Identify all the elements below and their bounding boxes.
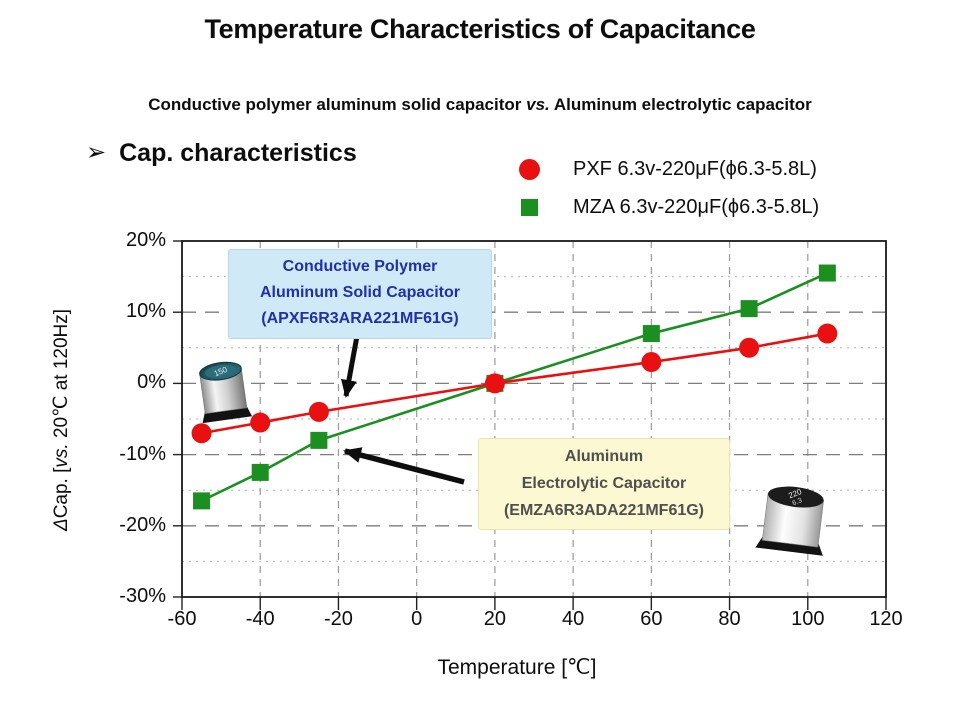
data-point-marker <box>484 373 505 394</box>
data-point-marker <box>251 463 269 481</box>
data-point-marker <box>250 412 271 433</box>
arrow-to-red-line <box>341 335 360 398</box>
data-point-marker <box>193 492 211 510</box>
x-tick-label: -20 <box>323 608 353 630</box>
legend-circle-marker <box>519 159 540 180</box>
subtitle: Conductive polymer aluminum solid capaci… <box>0 95 960 115</box>
data-point-marker <box>818 264 836 282</box>
subtitle-vs: vs. <box>526 95 550 114</box>
annotation-line: Electrolytic Capacitor <box>521 475 687 492</box>
annotation-electrolytic-capacitor: Aluminum Electrolytic Capacitor (EMZA6R3… <box>478 438 730 530</box>
y-axis-delta: Δ <box>51 518 72 532</box>
x-tick-label: 120 <box>869 608 903 630</box>
annotation-line: Conductive Polymer <box>282 258 438 275</box>
svg-text:6.3: 6.3 <box>792 497 804 507</box>
y-tick-label: 20% <box>125 229 166 251</box>
x-tick-label: 80 <box>718 608 741 630</box>
data-point-marker <box>641 352 662 373</box>
annotation-line: (APXF6R3ARA221MF61G) <box>261 310 459 327</box>
y-tick-label: -30% <box>119 585 166 607</box>
x-tick-label: 40 <box>561 608 585 630</box>
annotation-polymer-capacitor: Conductive Polymer Aluminum Solid Capaci… <box>228 249 492 339</box>
y-axis-title: ΔCap. [vs. 20℃ at 120Hz] <box>51 308 72 532</box>
legend-label-mza: MZA 6.3v-220μF(ϕ6.3-5.8L) <box>573 196 820 218</box>
page-title: Temperature Characteristics of Capacitan… <box>204 14 756 44</box>
legend-label-pxf: PXF 6.3v-220μF(ϕ6.3-5.8L) <box>573 158 817 180</box>
data-point-marker <box>817 323 838 344</box>
annotation-line: Aluminum Solid Capacitor <box>259 284 460 301</box>
legend-square-marker <box>521 199 538 216</box>
arrow-bullet-icon: ➢ <box>86 139 107 166</box>
section-label: Cap. characteristics <box>119 139 357 167</box>
annotation-line: (EMZA6R3ADA221MF61G) <box>503 502 705 519</box>
x-tick-label: 0 <box>411 608 423 630</box>
y-tick-label: 0% <box>137 371 166 394</box>
y-tick-label: -20% <box>119 513 166 536</box>
x-tick-label: -40 <box>245 608 275 630</box>
y-tick-label: -10% <box>119 442 166 465</box>
data-point-marker <box>310 431 328 449</box>
arrow-to-green-line <box>343 447 465 485</box>
capacitor-photo-polymer: 150 <box>199 361 253 424</box>
x-tick-label: 20 <box>483 608 506 630</box>
plot-border <box>181 240 887 598</box>
data-point-marker <box>642 325 660 343</box>
subtitle-pre: Conductive polymer aluminum solid capaci… <box>148 95 527 114</box>
y-tick-label: 10% <box>125 300 166 323</box>
section-heading: ➢ Cap. characteristics <box>86 139 357 168</box>
data-point-marker <box>740 300 758 318</box>
data-point-marker <box>739 337 760 358</box>
capacitor-photo-electrolytic: 220 6.3 <box>755 486 824 556</box>
x-axis-title: Temperature [℃] <box>437 656 597 679</box>
data-point-marker <box>191 423 212 444</box>
annotation-line: Aluminum <box>564 448 644 465</box>
x-tick-label: -60 <box>167 608 197 630</box>
data-point-marker <box>308 401 329 422</box>
subtitle-post: Aluminum electrolytic capacitor <box>549 95 812 114</box>
x-tick-label: 100 <box>791 608 825 630</box>
x-tick-label: 60 <box>640 608 663 630</box>
